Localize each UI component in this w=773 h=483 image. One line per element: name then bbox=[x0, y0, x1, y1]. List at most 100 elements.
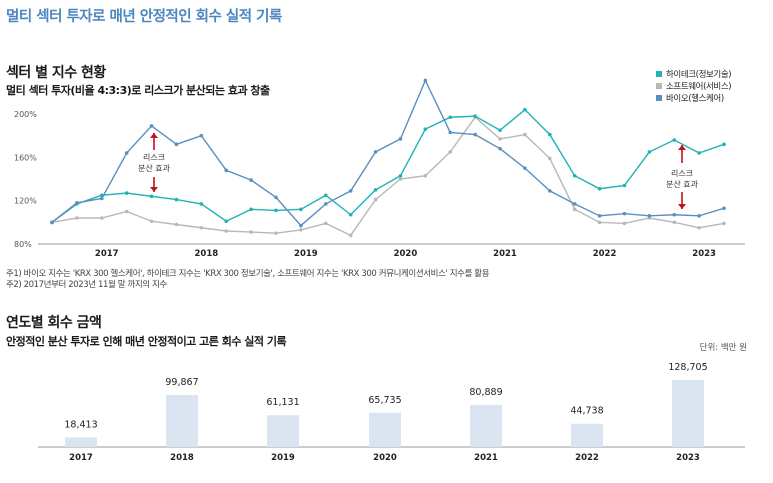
x-tick-label: 2017 bbox=[95, 249, 119, 259]
risk-arrow-down-head bbox=[678, 204, 686, 209]
data-point bbox=[124, 191, 129, 195]
data-point bbox=[423, 173, 428, 178]
data-point bbox=[548, 189, 552, 193]
bar bbox=[672, 380, 704, 447]
bar bbox=[65, 437, 97, 447]
data-point bbox=[174, 197, 179, 202]
data-point bbox=[597, 186, 602, 191]
x-tick-label: 2021 bbox=[493, 249, 517, 259]
x-tick-label: 2019 bbox=[294, 249, 318, 259]
data-point bbox=[572, 207, 577, 212]
data-point bbox=[149, 194, 154, 199]
data-point bbox=[323, 202, 328, 206]
x-tick-label: 2020 bbox=[394, 249, 418, 259]
bar-category-label: 2017 bbox=[69, 453, 93, 463]
data-point bbox=[373, 188, 378, 192]
bar-category-label: 2018 bbox=[170, 453, 194, 463]
bar-value-label: 99,867 bbox=[165, 377, 198, 388]
data-point bbox=[672, 212, 677, 217]
data-point bbox=[199, 225, 204, 230]
data-point bbox=[622, 183, 627, 188]
risk-arrow-up-head bbox=[678, 145, 686, 150]
series-line bbox=[51, 78, 725, 227]
x-tick-label: 2023 bbox=[692, 249, 716, 259]
sector-index-line-chart: 80% 120% 160% 200% 2017 2018 2019 2020 2021 2022 2… bbox=[14, 78, 745, 259]
data-point bbox=[199, 202, 204, 206]
data-point bbox=[523, 107, 527, 112]
recovery-section-subtitle: 안정적인 분산 투자로 인해 매년 안정적이고 고른 회수 실적 기록 bbox=[6, 335, 287, 348]
bar-category-label: 2022 bbox=[575, 453, 599, 463]
data-point bbox=[572, 202, 577, 206]
data-point bbox=[722, 206, 726, 211]
x-tick-label: 2018 bbox=[194, 249, 218, 259]
bar-value-label: 61,131 bbox=[266, 397, 299, 408]
annotation-label: 분산 효과 bbox=[138, 163, 171, 173]
annotation-label: 리스크 bbox=[143, 153, 165, 162]
data-point bbox=[548, 156, 552, 161]
chart-legend: 하이테크(정보기술) 소프트웨어(서비스) 바이오(헬스케어) bbox=[656, 68, 732, 104]
bar bbox=[369, 412, 401, 447]
bar-category-label: 2020 bbox=[373, 453, 397, 463]
data-point bbox=[597, 214, 602, 218]
data-point bbox=[274, 231, 278, 235]
data-point bbox=[622, 221, 627, 226]
bar-value-label: 128,705 bbox=[668, 362, 707, 373]
bar-value-label: 80,889 bbox=[469, 387, 502, 398]
y-tick-label: 80% bbox=[14, 240, 32, 249]
data-point bbox=[174, 222, 179, 227]
data-point bbox=[498, 137, 502, 141]
bar-value-label: 65,735 bbox=[368, 395, 401, 406]
legend-item: 바이오(헬스케어) bbox=[656, 92, 731, 104]
data-point bbox=[448, 115, 453, 120]
data-point bbox=[348, 212, 353, 217]
data-point bbox=[149, 219, 154, 224]
legend-item: 소프트웨어(서비스) bbox=[656, 80, 732, 92]
data-point bbox=[448, 130, 453, 135]
bar-category-label: 2023 bbox=[676, 453, 700, 463]
bar-category-label: 2021 bbox=[474, 453, 498, 463]
data-point bbox=[647, 150, 652, 154]
legend-swatch bbox=[656, 95, 662, 101]
data-point bbox=[274, 195, 278, 200]
data-point bbox=[124, 151, 129, 155]
data-point bbox=[149, 124, 154, 128]
data-point bbox=[423, 78, 428, 83]
bar-value-label: 44,738 bbox=[570, 406, 603, 417]
data-point bbox=[373, 197, 378, 202]
data-point bbox=[722, 142, 726, 147]
data-point bbox=[622, 211, 627, 216]
index-section-subtitle: 멀티 섹터 투자(비율 4:3:3)로 리스크가 분산되는 효과 창출 bbox=[6, 84, 270, 97]
risk-arrow-down-head bbox=[150, 187, 158, 192]
legend-swatch bbox=[656, 83, 662, 89]
data-point bbox=[299, 228, 303, 232]
data-point bbox=[249, 207, 253, 212]
data-point bbox=[75, 201, 79, 205]
data-point bbox=[224, 168, 229, 173]
data-point bbox=[224, 229, 229, 233]
risk-arrow-up-head bbox=[150, 133, 158, 138]
legend-label: 소프트웨어(서비스) bbox=[666, 82, 732, 92]
data-point bbox=[697, 214, 701, 218]
data-point bbox=[672, 138, 677, 142]
legend-label: 바이오(헬스케어) bbox=[666, 94, 724, 104]
recovery-section-title: 연도별 회수 금액 bbox=[6, 315, 102, 331]
bar bbox=[470, 404, 502, 447]
data-point bbox=[323, 221, 328, 226]
data-point bbox=[498, 146, 502, 151]
data-point bbox=[99, 196, 104, 201]
data-point bbox=[722, 221, 726, 226]
data-point bbox=[448, 150, 453, 154]
data-point bbox=[597, 220, 602, 225]
data-point bbox=[523, 132, 527, 137]
data-point bbox=[249, 230, 253, 234]
bar bbox=[166, 395, 198, 447]
y-tick-label: 200% bbox=[14, 110, 37, 119]
footnote-1: 주1) 바이오 지수는 'KRX 300 헬스케어', 하이테크 지수는 'KR… bbox=[6, 269, 490, 279]
data-point bbox=[373, 150, 378, 154]
data-point bbox=[672, 220, 677, 225]
data-point bbox=[249, 178, 253, 182]
y-tick-label: 160% bbox=[14, 153, 37, 162]
data-point bbox=[99, 216, 104, 220]
x-tick-label: 2022 bbox=[593, 249, 617, 259]
